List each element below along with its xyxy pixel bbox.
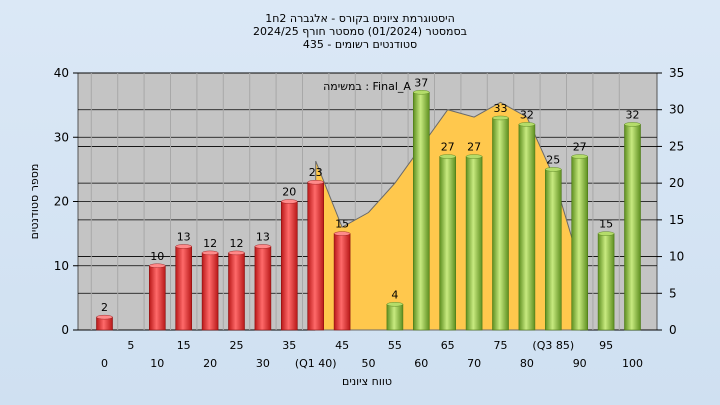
bar-cap (333, 231, 351, 236)
bar (571, 156, 589, 331)
bar-value-label: 12 (230, 237, 244, 250)
bar-value-label: 25 (546, 153, 560, 166)
y2-tick-label: 30 (669, 103, 684, 117)
y-tick-label: 20 (54, 195, 69, 209)
x-tick-label-upper: 15 (177, 339, 191, 352)
bar-cap (518, 122, 536, 127)
x-tick-label-lower: 60 (414, 357, 428, 370)
bar-value-label: 27 (467, 141, 481, 154)
x-tick-label-lower: 100 (622, 357, 643, 370)
x-tick-label-lower: 10 (150, 357, 164, 370)
y-tick-label: 40 (54, 66, 69, 80)
bar-value-label: 12 (203, 237, 217, 250)
x-tick-label-lower: 70 (467, 357, 481, 370)
y2-tick-label: 10 (669, 250, 684, 264)
x-tick-label-upper: 65 (441, 339, 455, 352)
y-tick-label: 30 (54, 130, 69, 144)
x-tick-label-lower: 90 (573, 357, 587, 370)
bar (333, 233, 351, 331)
bar (544, 169, 562, 331)
bar-cap (175, 244, 192, 249)
bar-value-label: 27 (441, 141, 455, 154)
y2-tick-label: 20 (669, 176, 684, 190)
bar-cap (228, 250, 245, 256)
bar (439, 156, 457, 331)
x-tick-label-lower: (Q1 40) (295, 357, 337, 370)
bar-cap (465, 154, 483, 159)
y-tick-label: 0 (61, 323, 69, 337)
bar (597, 233, 615, 331)
bar-value-label: 13 (177, 230, 191, 243)
bar-cap (149, 263, 166, 268)
bar (149, 265, 166, 331)
bar-value-label: 37 (414, 76, 428, 89)
bar-cap (492, 115, 509, 121)
bar-value-label: 10 (150, 250, 164, 263)
bar (307, 181, 325, 331)
bar-cap (254, 244, 272, 249)
x-tick-label-lower: 20 (203, 357, 217, 370)
bar (624, 124, 641, 331)
bar-value-label: 4 (391, 288, 398, 301)
bar (175, 246, 192, 331)
x-tick-label-upper: 5 (127, 339, 134, 352)
x-tick-label-upper: (Q3 85) (532, 339, 574, 352)
y2-tick-label: 0 (669, 323, 677, 337)
x-tick-label-lower: 30 (256, 357, 270, 370)
x-tick-label-upper: 35 (282, 339, 296, 352)
bar-cap (413, 90, 430, 95)
bar-cap (597, 231, 615, 236)
x-tick-label-upper: 45 (335, 339, 349, 352)
chart-title-line3: סטודנטים רשומים - 435 (302, 38, 418, 51)
x-tick-label-upper: 75 (494, 339, 508, 352)
bar-value-label: 2 (101, 301, 108, 314)
bar-cap (386, 302, 404, 307)
x-axis-label: טווח ציונים (342, 375, 392, 388)
x-tick-label-lower: 0 (101, 357, 108, 370)
x-tick-label-upper: 25 (230, 339, 244, 352)
chart-title-line1: היסטוגרמת ציונים בקורס - אלגברה 2ח1 (265, 12, 455, 25)
x-tick-label-upper: 95 (599, 339, 613, 352)
bar-cap (571, 154, 588, 159)
bars: 2 10 13 12 12 13 20 23 15 4 37 27 27 33 32 25 27 15 32 (96, 76, 641, 331)
bar-cap (439, 154, 456, 159)
bar-cap (201, 250, 219, 256)
bar (228, 252, 245, 331)
bar-value-label: 15 (335, 218, 349, 231)
bar-value-label: 23 (309, 166, 323, 179)
bar (280, 201, 298, 331)
bar-value-label: 32 (626, 108, 640, 121)
bar-value-label: 27 (573, 141, 587, 154)
bar-value-label: 33 (494, 102, 508, 115)
bar (492, 117, 509, 331)
bar (518, 124, 536, 331)
annotation-label: במשימה : Final_A (323, 80, 411, 93)
y2-tick-label: 35 (669, 66, 684, 80)
bar-value-label: 32 (520, 108, 534, 121)
bar-cap (545, 167, 562, 172)
y-tick-label: 10 (54, 259, 69, 273)
y2-tick-label: 15 (669, 213, 684, 227)
bar-cap (96, 314, 113, 320)
y2-tick-label: 5 (669, 286, 677, 300)
bar-cap (281, 199, 298, 204)
bar (465, 156, 483, 331)
bar (386, 303, 404, 331)
bar (254, 246, 272, 331)
y2-tick-label: 25 (669, 139, 684, 153)
chart-title-line2: בסמסטר (01/2024) סמסטר חורף 2024/25 (253, 25, 467, 38)
x-tick-label-upper: 55 (388, 339, 402, 352)
bar-cap (307, 180, 324, 185)
bar-cap (624, 122, 641, 127)
bar-value-label: 20 (282, 186, 296, 199)
bar-value-label: 13 (256, 230, 270, 243)
bar-value-label: 15 (599, 218, 613, 231)
y-axis-label: מספר סטודנטים (28, 164, 41, 240)
x-tick-label-lower: 50 (362, 357, 376, 370)
bar (201, 252, 219, 331)
x-tick-label-lower: 80 (520, 357, 534, 370)
bar (412, 91, 430, 331)
